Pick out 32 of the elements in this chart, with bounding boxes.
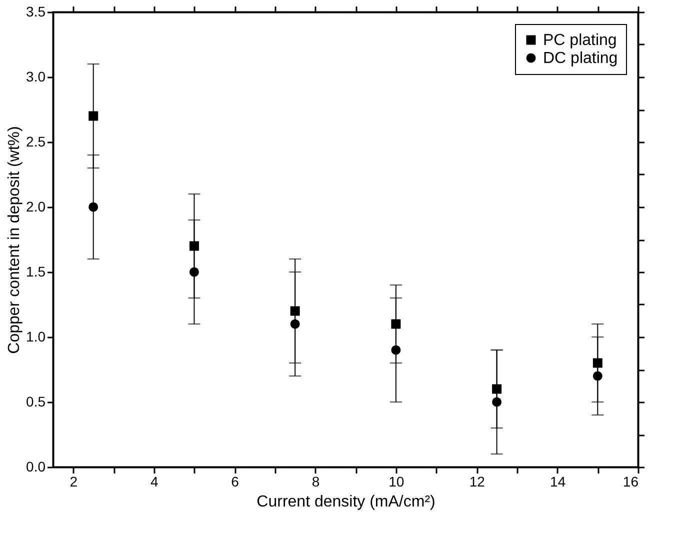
point [290, 319, 300, 329]
x-tick-label: 4 [150, 474, 158, 490]
point [592, 371, 602, 381]
point [290, 306, 300, 316]
x-tick-label: 12 [469, 474, 486, 490]
x-tick-label: 16 [622, 474, 639, 490]
y-tick-label: 1.0 [26, 328, 46, 344]
y-tick-label: 3.5 [26, 4, 46, 20]
x-axis-title: Current density (mA/cm²) [256, 494, 436, 510]
point [189, 241, 199, 251]
point [189, 267, 199, 277]
point [88, 202, 98, 212]
y-tick-label: 2.0 [26, 198, 46, 214]
point [391, 319, 401, 329]
y-axis-title: Copper content in deposit (wt%) [6, 126, 24, 354]
point [88, 111, 98, 121]
y-tick-label: 2.5 [26, 134, 46, 150]
point [391, 345, 401, 355]
y-tick-label: 0.0 [26, 458, 46, 474]
legend-label: DC plating [543, 50, 618, 67]
y-tick-label: 3.0 [26, 68, 46, 84]
point [492, 397, 502, 407]
x-tick-label: 6 [231, 474, 240, 490]
x-tick-label: 10 [388, 474, 404, 490]
point [492, 384, 502, 394]
y-tick-label: 0.5 [26, 394, 46, 410]
x-tick-label: 8 [312, 474, 320, 490]
x-tick-label: 14 [550, 474, 566, 490]
point [592, 358, 602, 368]
legend-label: PC plating [543, 32, 617, 49]
x-tick-label: 2 [70, 474, 78, 490]
y-tick-label: 1.5 [26, 264, 46, 280]
